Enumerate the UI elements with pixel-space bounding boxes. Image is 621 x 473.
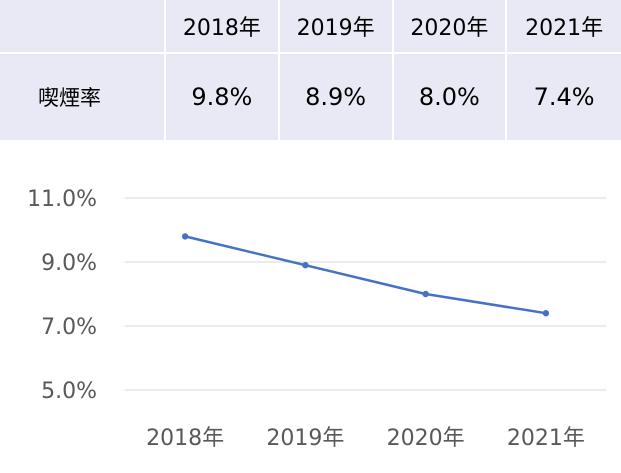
table-cell-value: 7.4%: [507, 54, 621, 142]
data-point: [181, 233, 189, 240]
data-point: [542, 310, 550, 317]
data-point: [302, 262, 309, 269]
table-header-year: 2018年: [166, 0, 280, 54]
x-tick-label: 2019年: [266, 426, 344, 451]
table-row: 喫煙率 9.8% 8.9% 8.0% 7.4%: [0, 54, 621, 142]
table-header-row: 2018年 2019年 2020年 2021年: [0, 0, 621, 54]
table-row-label: 喫煙率: [0, 54, 166, 142]
y-tick-label: 11.0%: [27, 187, 97, 212]
table-header-year: 2021年: [507, 0, 621, 54]
series-line: [184, 235, 547, 315]
y-tick-label: 7.0%: [41, 315, 97, 340]
y-tick-label: 9.0%: [41, 251, 97, 276]
table-cell-value: 8.0%: [393, 54, 508, 142]
table-header-year: 2019年: [279, 0, 394, 54]
x-tick-label: 2020年: [387, 426, 465, 451]
table-corner-cell: [0, 0, 166, 54]
data-table: 2018年 2019年 2020年 2021年 喫煙率 9.8% 8.9% 8.…: [0, 0, 621, 142]
x-tick-label: 2018年: [146, 426, 224, 451]
x-tick-label: 2021年: [507, 426, 585, 451]
table-header-year: 2020年: [393, 0, 508, 54]
table-cell-value: 9.8%: [166, 54, 280, 142]
y-tick-label: 5.0%: [41, 379, 97, 404]
data-point: [422, 290, 429, 298]
table-cell-value: 8.9%: [279, 54, 394, 142]
